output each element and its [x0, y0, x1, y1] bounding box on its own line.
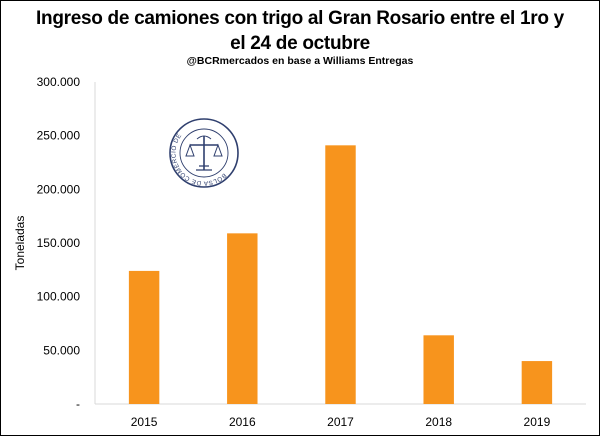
bcr-seal-logo: BOLSA DE COMERCIO DE ROSARIO	[157, 118, 239, 200]
chart-subtitle: @BCRmercados en base a Williams Entregas	[186, 55, 414, 67]
y-tick-label: 300.000	[37, 75, 81, 89]
y-tick-label: 150.000	[37, 236, 81, 250]
bar-2019	[521, 361, 553, 404]
x-tick-label: 2016	[229, 415, 256, 429]
y-tick-label: 250.000	[37, 129, 81, 143]
y-axis-label: Toneladas	[13, 216, 27, 271]
bar-2017	[325, 145, 356, 404]
x-tick-label: 2015	[131, 415, 158, 429]
bar-2016	[227, 233, 258, 404]
y-tick-label: -	[76, 397, 80, 411]
chart-title: Ingreso de camiones con trigo al Gran Ro…	[0, 6, 600, 56]
bar-2015	[128, 270, 160, 404]
x-tick-label: 2019	[524, 415, 551, 429]
x-tick-label: 2017	[327, 415, 354, 429]
bar-2018	[423, 335, 454, 404]
chart-title-line-1: Ingreso de camiones con trigo al Gran Ro…	[36, 8, 564, 29]
y-tick-label: 50.000	[43, 343, 80, 357]
x-tick-label: 2018	[425, 415, 452, 429]
y-tick-label: 200.000	[37, 182, 81, 196]
y-tick-label: 100.000	[37, 290, 81, 304]
chart-title-line-2: el 24 de octubre	[230, 33, 370, 54]
